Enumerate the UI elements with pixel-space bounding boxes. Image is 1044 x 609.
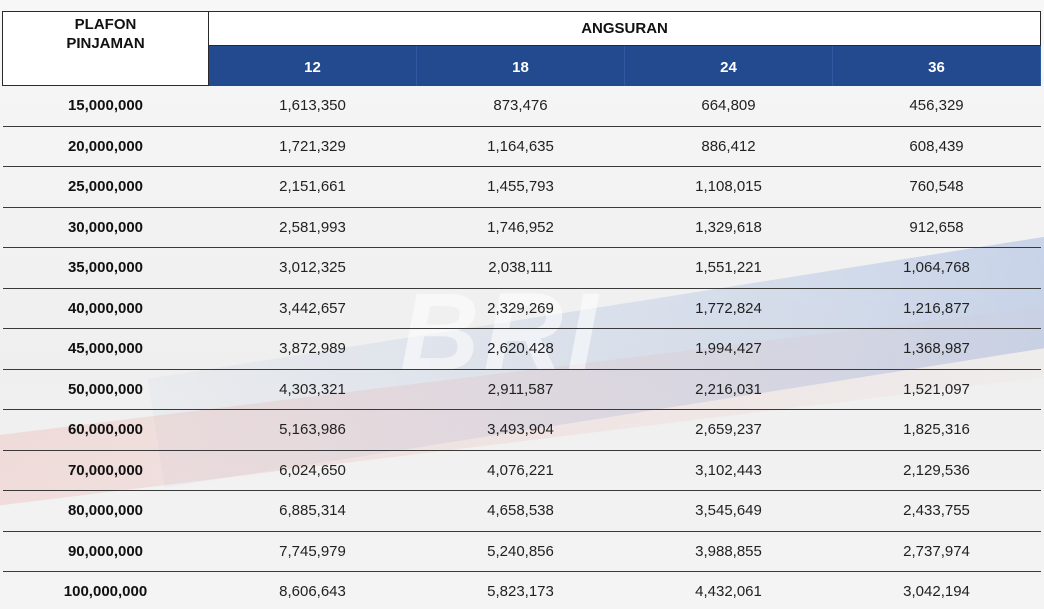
installment-cell: 3,872,989 <box>208 328 417 370</box>
installment-cell: 2,151,661 <box>208 166 417 208</box>
table-row: 35,000,000 3,012,325 2,038,111 1,551,221 1,0… <box>2 247 1041 289</box>
installment-cell: 760,548 <box>832 166 1041 208</box>
installment-cell: 664,809 <box>624 85 833 127</box>
angsuran-header: ANGSURAN <box>207 11 1042 46</box>
installment-cell: 3,442,657 <box>208 288 417 329</box>
plafon-cell: 40,000,000 <box>2 288 209 329</box>
plafon-cell: 15,000,000 <box>2 85 209 127</box>
table-row: 25,000,000 2,151,661 1,455,793 1,108,015 760… <box>2 166 1041 208</box>
installment-cell: 2,329,269 <box>416 288 625 329</box>
table-row: 40,000,000 3,442,657 2,329,269 1,772,824 1,2… <box>2 288 1041 329</box>
installment-cell: 4,432,061 <box>624 571 833 609</box>
installment-cell: 1,521,097 <box>832 369 1041 410</box>
installment-cell: 2,911,587 <box>416 369 625 410</box>
table-row: 45,000,000 3,872,989 2,620,428 1,994,427 1,3… <box>2 328 1041 370</box>
table-row: 60,000,000 5,163,986 3,493,904 2,659,237 1,8… <box>2 409 1041 451</box>
installment-cell: 1,108,015 <box>624 166 833 208</box>
plafon-cell: 30,000,000 <box>2 207 209 248</box>
installment-cell: 1,746,952 <box>416 207 625 248</box>
installment-cell: 1,772,824 <box>624 288 833 329</box>
plafon-cell: 45,000,000 <box>2 328 209 370</box>
installment-cell: 1,164,635 <box>416 126 625 167</box>
installment-cell: 1,368,987 <box>832 328 1041 370</box>
plafon-cell: 70,000,000 <box>2 450 209 491</box>
tenor-header-24: 24 <box>624 45 833 86</box>
table-body: 15,000,000 1,613,350 873,476 664,809 456,329… <box>2 85 1041 609</box>
installment-cell: 2,216,031 <box>624 369 833 410</box>
plafon-header-line2: PINJAMAN <box>66 35 145 52</box>
installment-cell: 5,163,986 <box>208 409 417 451</box>
table-row: 50,000,000 4,303,321 2,911,587 2,216,031 1,5… <box>2 369 1041 410</box>
table-row: 30,000,000 2,581,993 1,746,952 1,329,618 912… <box>2 207 1041 248</box>
installment-cell: 7,745,979 <box>208 531 417 572</box>
installment-cell: 8,606,643 <box>208 571 417 609</box>
installment-cell: 608,439 <box>832 126 1041 167</box>
tenor-header-12: 12 <box>208 45 417 86</box>
installment-table: PLAFON PINJAMAN ANGSURAN 12 18 24 36 15,… <box>2 11 1042 609</box>
installment-cell: 2,581,993 <box>208 207 417 248</box>
table-row: 15,000,000 1,613,350 873,476 664,809 456,329 <box>2 85 1041 127</box>
installment-cell: 886,412 <box>624 126 833 167</box>
installment-cell: 1,721,329 <box>208 126 417 167</box>
tenor-header-36: 36 <box>832 45 1042 86</box>
plafon-header: PLAFON PINJAMAN <box>2 11 209 86</box>
table-row: 80,000,000 6,885,314 4,658,538 3,545,649 2,4… <box>2 490 1041 532</box>
table-row: 70,000,000 6,024,650 4,076,221 3,102,443 2,1… <box>2 450 1041 491</box>
installment-cell: 3,042,194 <box>832 571 1041 609</box>
installment-cell: 6,024,650 <box>208 450 417 491</box>
installment-cell: 2,129,536 <box>832 450 1041 491</box>
installment-cell: 1,329,618 <box>624 207 833 248</box>
installment-cell: 1,455,793 <box>416 166 625 208</box>
plafon-cell: 90,000,000 <box>2 531 209 572</box>
installment-cell: 4,658,538 <box>416 490 625 532</box>
installment-cell: 3,545,649 <box>624 490 833 532</box>
installment-cell: 1,994,427 <box>624 328 833 370</box>
tenor-header-18: 18 <box>416 45 625 86</box>
plafon-cell: 50,000,000 <box>2 369 209 410</box>
plafon-cell: 80,000,000 <box>2 490 209 532</box>
plafon-cell: 100,000,000 <box>2 571 209 609</box>
plafon-cell: 35,000,000 <box>2 247 209 289</box>
plafon-cell: 60,000,000 <box>2 409 209 451</box>
installment-cell: 4,076,221 <box>416 450 625 491</box>
table-row: 100,000,000 8,606,643 5,823,173 4,432,061 3,… <box>2 571 1041 609</box>
installment-cell: 6,885,314 <box>208 490 417 532</box>
installment-cell: 1,551,221 <box>624 247 833 289</box>
plafon-header-line1: PLAFON <box>74 16 137 33</box>
installment-cell: 3,102,443 <box>624 450 833 491</box>
plafon-cell: 25,000,000 <box>2 166 209 208</box>
installment-cell: 2,433,755 <box>832 490 1041 532</box>
installment-cell: 4,303,321 <box>208 369 417 410</box>
installment-cell: 912,658 <box>832 207 1041 248</box>
installment-cell: 3,988,855 <box>624 531 833 572</box>
installment-cell: 3,012,325 <box>208 247 417 289</box>
plafon-cell: 20,000,000 <box>2 126 209 167</box>
installment-cell: 1,613,350 <box>208 85 417 127</box>
installment-cell: 1,216,877 <box>832 288 1041 329</box>
installment-cell: 2,038,111 <box>416 247 625 289</box>
table-row: 90,000,000 7,745,979 5,240,856 3,988,855 2,7… <box>2 531 1041 572</box>
installment-cell: 873,476 <box>416 85 625 127</box>
installment-cell: 1,825,316 <box>832 409 1041 451</box>
installment-cell: 2,659,237 <box>624 409 833 451</box>
installment-cell: 456,329 <box>832 85 1041 127</box>
installment-cell: 5,240,856 <box>416 531 625 572</box>
installment-cell: 2,737,974 <box>832 531 1041 572</box>
table-row: 20,000,000 1,721,329 1,164,635 886,412 608,4… <box>2 126 1041 167</box>
installment-cell: 1,064,768 <box>832 247 1041 289</box>
installment-cell: 5,823,173 <box>416 571 625 609</box>
installment-cell: 2,620,428 <box>416 328 625 370</box>
installment-cell: 3,493,904 <box>416 409 625 451</box>
